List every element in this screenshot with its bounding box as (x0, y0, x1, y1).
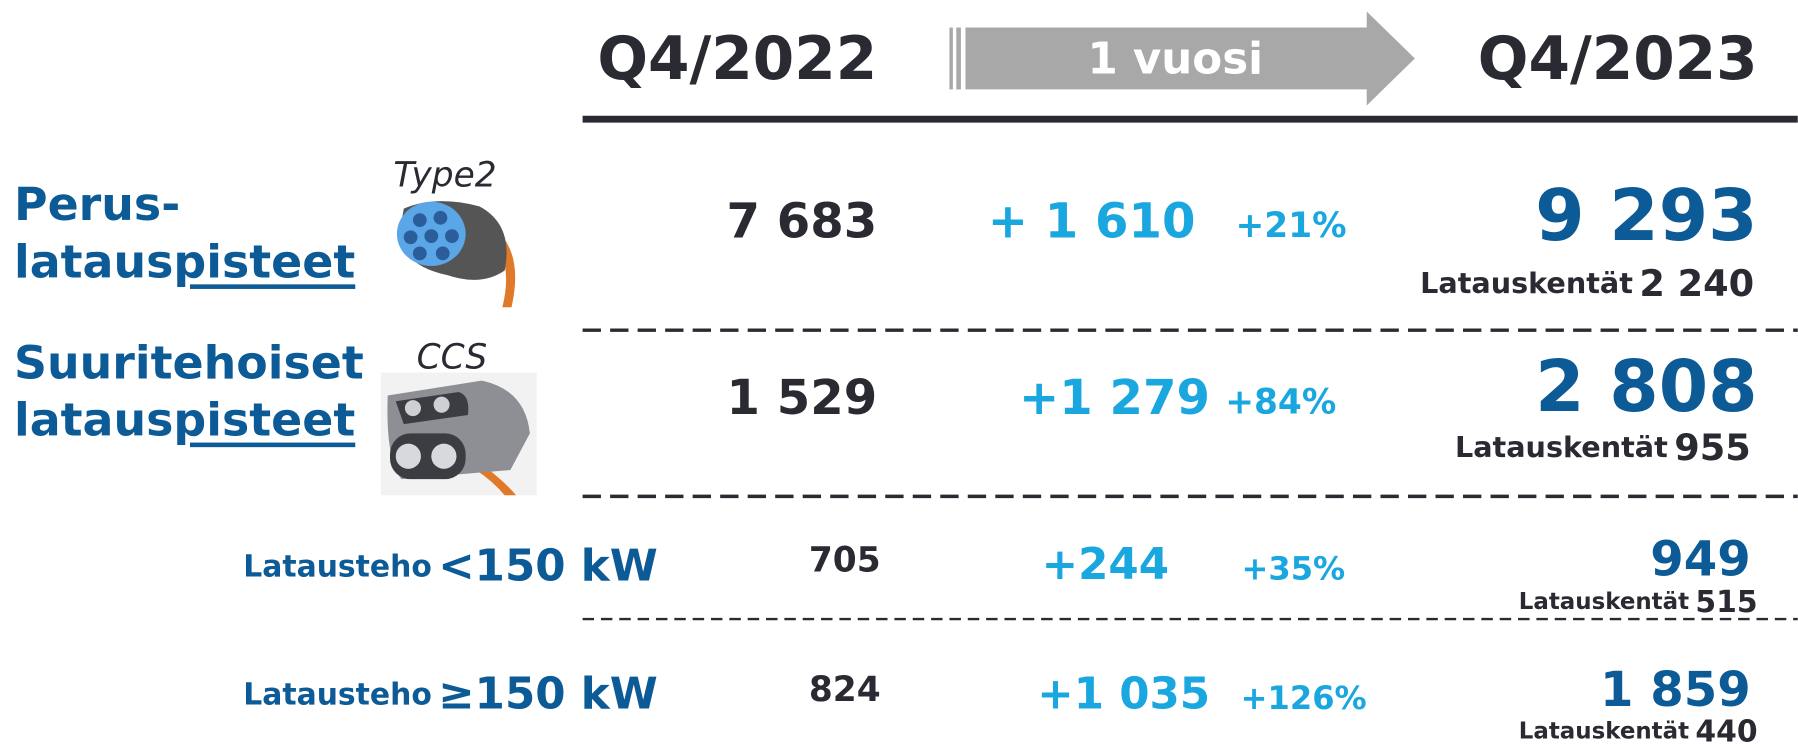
value-from: 1 529 (727, 370, 878, 426)
header-from: Q4/2022 (597, 25, 877, 94)
label-part: lataus (14, 234, 173, 288)
value-to: 9 293 (1535, 174, 1758, 257)
value-from: 7 683 (727, 193, 878, 249)
page: {"header": {"from": "Q4/2022", "period":… (0, 0, 1798, 744)
sites: Latauskentät 955 (1455, 426, 1751, 469)
sites-label: Latauskentät (1519, 718, 1689, 744)
label-prefix: Latausteho (243, 549, 432, 584)
sites-label: Latauskentät (1455, 430, 1668, 464)
value-to: 1 859 (1600, 662, 1751, 718)
sites-label: Latauskentät (1420, 266, 1633, 300)
sites-value: 2 240 (1639, 262, 1754, 305)
value-change-pct: +35% (1242, 550, 1346, 588)
row-label: latauspisteet (14, 234, 355, 288)
sites-label: Latauskentät (1519, 589, 1689, 615)
value-change-pct: +21% (1236, 206, 1347, 246)
value-change: +1 279 (1019, 370, 1210, 426)
row-label: Latausteho ≥150 kW (243, 670, 657, 720)
sites: Latauskentät 515 (1519, 584, 1758, 619)
value-change: + 1 610 (988, 193, 1196, 249)
label-part: lataus (14, 393, 173, 447)
value-to: 2 808 (1535, 345, 1758, 428)
value-change-pct: +84% (1225, 382, 1336, 422)
value-change-pct: +126% (1241, 679, 1367, 717)
label-part: pisteet (173, 393, 355, 447)
connector-name: Type2 (393, 155, 496, 195)
row-label: Perus- (14, 177, 180, 231)
value-from: 705 (809, 541, 881, 581)
sites-value: 440 (1695, 714, 1757, 744)
row-label: Latausteho <150 kW (243, 541, 657, 591)
row-label: Suuritehoiset (14, 335, 364, 389)
sites: Latauskentät 440 (1519, 714, 1758, 744)
label-prefix: Latausteho (243, 677, 432, 712)
sites: Latauskentät 2 240 (1420, 262, 1754, 305)
ccs-icon (381, 373, 537, 496)
sites-value: 955 (1674, 426, 1751, 469)
value-to: 949 (1650, 531, 1750, 587)
header-to: Q4/2023 (1478, 25, 1758, 94)
infographic: Q4/2022 1 vuosi Q4/2023 Perus- latauspis… (0, 0, 1798, 744)
label-power: ≥150 kW (438, 670, 658, 720)
type2-icon (397, 201, 515, 307)
value-change: +244 (1042, 540, 1169, 590)
value-from: 824 (809, 670, 881, 710)
connector-name: CCS (417, 338, 487, 378)
sites-value: 515 (1695, 584, 1757, 619)
label-part: pisteet (173, 234, 355, 288)
period-label: 1 vuosi (1087, 35, 1263, 85)
label-power: <150 kW (438, 541, 658, 591)
row-label: latauspisteet (14, 393, 355, 447)
value-change: +1 035 (1037, 670, 1210, 720)
